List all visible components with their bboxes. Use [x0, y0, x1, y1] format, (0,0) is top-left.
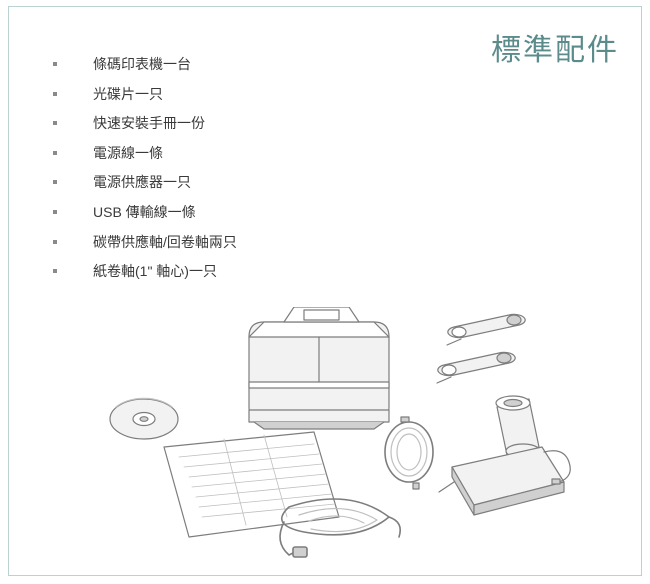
ribbon-spool-1-icon — [447, 314, 525, 345]
page-title: 標準配件 — [491, 25, 619, 69]
usb-cable-icon — [385, 417, 433, 489]
content-frame: 標準配件 條碼印表機一台 光碟片一只 快速安裝手冊一份 電源線一條 電源供應器一… — [8, 6, 642, 576]
ribbon-spool-2-icon — [437, 352, 515, 383]
list-item: 電源供應器一只 — [53, 173, 237, 193]
printer-icon — [249, 307, 389, 429]
list-item: 電源線一條 — [53, 144, 237, 164]
list-item: 光碟片一只 — [53, 85, 237, 105]
list-item: 碳帶供應軸/回卷軸兩只 — [53, 233, 237, 253]
list-item: USB 傳輸線一條 — [53, 203, 237, 223]
accessories-illustration — [89, 307, 579, 567]
power-adapter-icon — [439, 447, 570, 515]
list-item: 紙卷軸(1" 軸心)一只 — [53, 262, 237, 282]
list-item: 條碼印表機一台 — [53, 55, 237, 75]
manual-sheet-icon — [164, 432, 339, 537]
accessories-list: 條碼印表機一台 光碟片一只 快速安裝手冊一份 電源線一條 電源供應器一只 USB… — [53, 55, 237, 292]
list-item: 快速安裝手冊一份 — [53, 114, 237, 134]
cd-disc-icon — [110, 398, 178, 439]
